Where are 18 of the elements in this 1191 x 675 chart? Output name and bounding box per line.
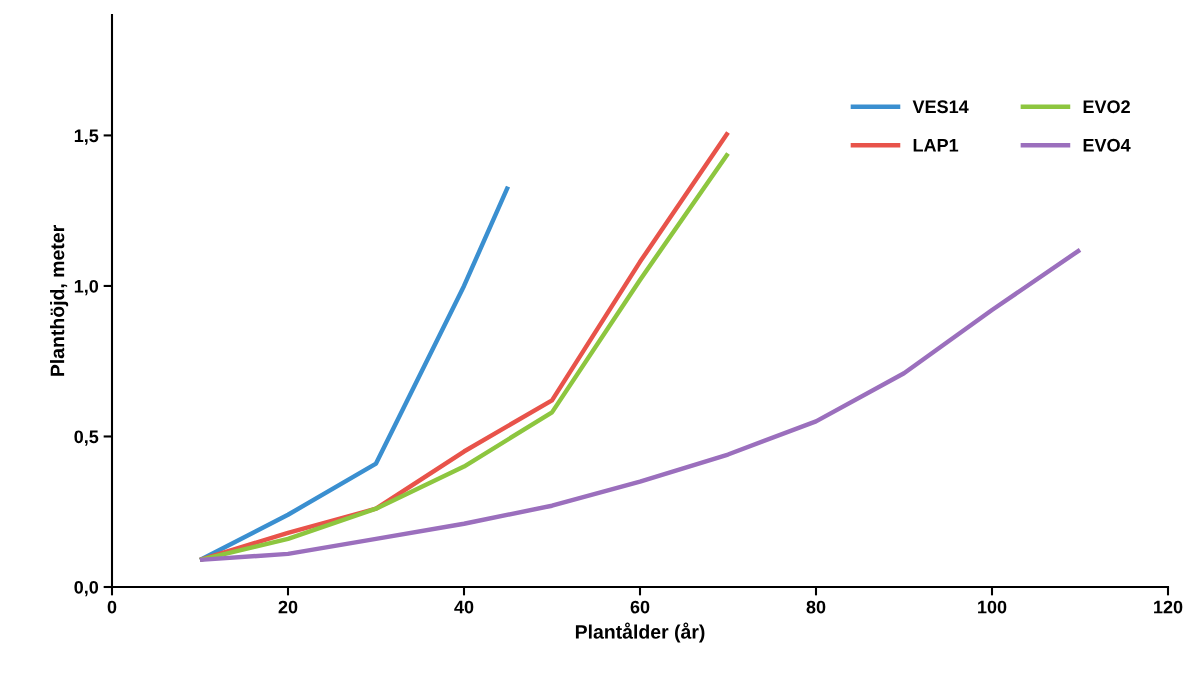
x-tick-label: 20 — [278, 600, 298, 614]
legend-label: LAP1 — [913, 139, 959, 152]
x-tick-label: 120 — [1154, 600, 1183, 614]
legend-label: EVO4 — [1083, 138, 1131, 152]
y-tick-label: 0,5 — [74, 430, 99, 446]
x-tick-label: 40 — [454, 600, 474, 614]
x-tick-label: 80 — [806, 600, 826, 614]
y-tick-label: 1,5 — [74, 129, 99, 145]
line-series — [197, 247, 1083, 563]
x-tick-label: 100 — [978, 600, 1007, 614]
y-axis-title: Planthöjd, meter — [50, 225, 69, 376]
legend-label: VES14 — [912, 100, 969, 114]
x-axis-title: Plantålder (år) — [575, 622, 705, 643]
legend-label: EVO2 — [1083, 100, 1130, 114]
y-tick-label: 1,0 — [74, 279, 99, 296]
x-tick-label: 60 — [630, 600, 650, 614]
x-tick-label: 0 — [107, 600, 117, 614]
y-tick-label: 0,0 — [74, 580, 99, 597]
